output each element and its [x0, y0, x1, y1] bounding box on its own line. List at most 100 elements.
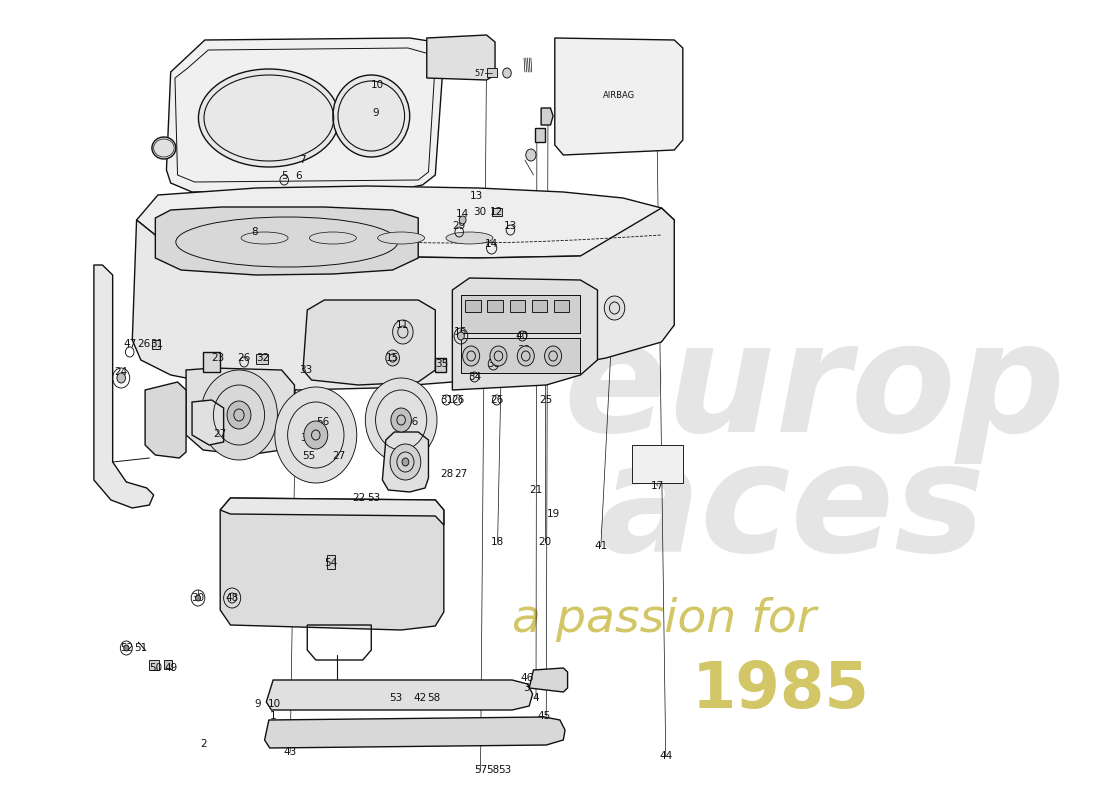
Circle shape — [526, 149, 536, 161]
Text: 10: 10 — [268, 699, 282, 709]
Text: 52: 52 — [120, 643, 133, 653]
Text: 41: 41 — [594, 541, 607, 551]
Text: 47: 47 — [123, 339, 136, 349]
Text: 1: 1 — [270, 711, 276, 721]
Text: 18: 18 — [491, 537, 504, 547]
Text: 26: 26 — [451, 395, 464, 405]
Polygon shape — [265, 717, 565, 748]
FancyBboxPatch shape — [150, 660, 158, 670]
FancyBboxPatch shape — [461, 338, 581, 373]
Circle shape — [393, 320, 414, 344]
Ellipse shape — [446, 232, 493, 244]
Text: 42: 42 — [414, 693, 427, 703]
Text: 32: 32 — [256, 353, 270, 363]
FancyBboxPatch shape — [465, 300, 481, 312]
Circle shape — [124, 645, 129, 651]
Polygon shape — [166, 38, 443, 192]
Ellipse shape — [241, 232, 288, 244]
Text: 31: 31 — [440, 395, 453, 405]
Text: 1985: 1985 — [692, 659, 869, 721]
Text: 57: 57 — [474, 765, 487, 775]
Text: 4: 4 — [532, 693, 539, 703]
Polygon shape — [554, 38, 683, 155]
Text: 17: 17 — [650, 481, 663, 491]
FancyBboxPatch shape — [461, 295, 581, 333]
Text: 54: 54 — [324, 558, 338, 568]
Text: a passion for: a passion for — [513, 598, 816, 642]
Circle shape — [517, 346, 535, 366]
Text: 30: 30 — [191, 593, 205, 603]
Text: 37: 37 — [300, 433, 313, 443]
FancyBboxPatch shape — [509, 300, 525, 312]
Text: 27: 27 — [332, 451, 345, 461]
Circle shape — [503, 68, 512, 78]
FancyBboxPatch shape — [531, 300, 547, 312]
Circle shape — [275, 387, 356, 483]
FancyBboxPatch shape — [256, 354, 268, 364]
Text: 8: 8 — [251, 227, 257, 237]
Text: 7: 7 — [299, 155, 306, 165]
Text: 57—: 57— — [474, 69, 494, 78]
Text: 51: 51 — [134, 643, 147, 653]
Text: 11: 11 — [396, 320, 409, 330]
Text: AIRBAG: AIRBAG — [603, 90, 635, 99]
Text: 29: 29 — [452, 221, 465, 231]
Polygon shape — [436, 358, 446, 372]
Ellipse shape — [152, 137, 176, 159]
Ellipse shape — [333, 75, 409, 157]
Text: 12: 12 — [491, 207, 504, 217]
Text: 3: 3 — [524, 683, 530, 693]
Text: 27: 27 — [213, 429, 227, 439]
FancyBboxPatch shape — [554, 300, 570, 312]
Text: 14: 14 — [456, 209, 470, 219]
Text: 43: 43 — [284, 747, 297, 757]
Text: 13: 13 — [504, 221, 517, 231]
Text: 13: 13 — [470, 191, 483, 201]
Polygon shape — [136, 186, 674, 258]
Circle shape — [490, 346, 507, 366]
Text: 56: 56 — [316, 417, 329, 427]
Circle shape — [402, 458, 409, 466]
FancyBboxPatch shape — [327, 555, 336, 569]
Text: 38: 38 — [486, 359, 500, 369]
Text: 53: 53 — [498, 765, 512, 775]
Circle shape — [117, 373, 125, 383]
Polygon shape — [220, 498, 443, 525]
Text: aces: aces — [597, 435, 986, 585]
Text: 58: 58 — [486, 765, 499, 775]
Text: 55: 55 — [302, 451, 316, 461]
Text: 25: 25 — [540, 395, 553, 405]
Text: 28: 28 — [440, 469, 453, 479]
Circle shape — [390, 444, 421, 480]
Polygon shape — [220, 498, 443, 630]
Text: 2: 2 — [200, 739, 207, 749]
Text: 34: 34 — [468, 372, 481, 382]
Text: 44: 44 — [659, 751, 672, 761]
Polygon shape — [541, 108, 553, 125]
Text: 40: 40 — [516, 331, 529, 341]
Text: 48: 48 — [226, 593, 239, 603]
Text: 9: 9 — [372, 108, 378, 118]
Text: 46: 46 — [521, 673, 535, 683]
Text: 27: 27 — [454, 469, 467, 479]
Polygon shape — [204, 352, 220, 372]
Polygon shape — [132, 208, 674, 390]
Text: 19: 19 — [547, 509, 560, 519]
Polygon shape — [192, 400, 223, 445]
Circle shape — [304, 421, 328, 449]
Text: 20: 20 — [538, 537, 551, 547]
FancyBboxPatch shape — [152, 340, 161, 349]
Polygon shape — [266, 680, 532, 710]
Text: 6: 6 — [296, 171, 303, 181]
Text: 10: 10 — [371, 80, 384, 90]
Text: 26: 26 — [136, 339, 150, 349]
Text: 9: 9 — [254, 699, 261, 709]
Text: 58: 58 — [427, 693, 440, 703]
Text: 53: 53 — [389, 693, 403, 703]
Polygon shape — [383, 432, 429, 492]
Circle shape — [458, 332, 464, 340]
Circle shape — [200, 370, 277, 460]
Polygon shape — [529, 668, 568, 692]
Text: 36: 36 — [405, 417, 418, 427]
Circle shape — [365, 378, 437, 462]
